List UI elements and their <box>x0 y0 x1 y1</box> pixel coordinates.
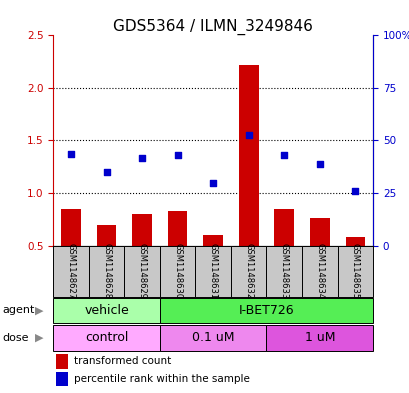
Text: GSM1148635: GSM1148635 <box>350 243 359 299</box>
Point <box>103 169 110 175</box>
Text: GSM1148630: GSM1148630 <box>173 243 182 299</box>
Text: dose: dose <box>2 333 29 343</box>
Bar <box>309 218 329 246</box>
Bar <box>61 209 81 246</box>
Bar <box>195 246 230 297</box>
Text: 1 uM: 1 uM <box>304 331 334 345</box>
Text: GSM1148634: GSM1148634 <box>315 243 324 299</box>
Bar <box>160 325 266 351</box>
Point <box>67 151 74 157</box>
Bar <box>89 246 124 297</box>
Text: vehicle: vehicle <box>84 304 129 317</box>
Point <box>316 160 322 167</box>
Bar <box>53 325 160 351</box>
Text: GSM1148632: GSM1148632 <box>244 243 253 299</box>
Bar <box>53 246 89 297</box>
Bar <box>203 235 222 246</box>
Text: GSM1148628: GSM1148628 <box>102 243 111 299</box>
Text: control: control <box>85 331 128 345</box>
Bar <box>168 211 187 246</box>
Text: agent: agent <box>2 305 34 316</box>
Bar <box>266 246 301 297</box>
Bar <box>56 354 67 369</box>
Text: GSM1148627: GSM1148627 <box>66 243 75 299</box>
Text: I-BET726: I-BET726 <box>238 304 294 317</box>
Text: GSM1148629: GSM1148629 <box>137 243 146 299</box>
Point <box>174 152 180 158</box>
Text: GSM1148631: GSM1148631 <box>208 243 217 299</box>
Bar <box>230 246 266 297</box>
Point <box>245 132 252 138</box>
Bar <box>56 372 67 386</box>
Bar <box>160 246 195 297</box>
Bar <box>97 224 116 246</box>
Bar <box>345 237 364 246</box>
Text: ▶: ▶ <box>35 305 44 316</box>
Bar <box>337 246 372 297</box>
Bar <box>160 298 372 323</box>
Point <box>209 179 216 185</box>
Text: GSM1148633: GSM1148633 <box>279 243 288 299</box>
Point <box>139 155 145 162</box>
Bar <box>274 209 293 246</box>
Bar <box>266 325 372 351</box>
Bar <box>53 298 160 323</box>
Bar <box>301 246 337 297</box>
Text: ▶: ▶ <box>35 333 44 343</box>
Title: GDS5364 / ILMN_3249846: GDS5364 / ILMN_3249846 <box>113 19 312 35</box>
Text: percentile rank within the sample: percentile rank within the sample <box>74 374 249 384</box>
Bar <box>238 65 258 246</box>
Text: transformed count: transformed count <box>74 356 171 366</box>
Point <box>280 152 287 158</box>
Text: 0.1 uM: 0.1 uM <box>191 331 234 345</box>
Bar <box>124 246 160 297</box>
Point <box>351 188 358 194</box>
Bar <box>132 214 151 246</box>
